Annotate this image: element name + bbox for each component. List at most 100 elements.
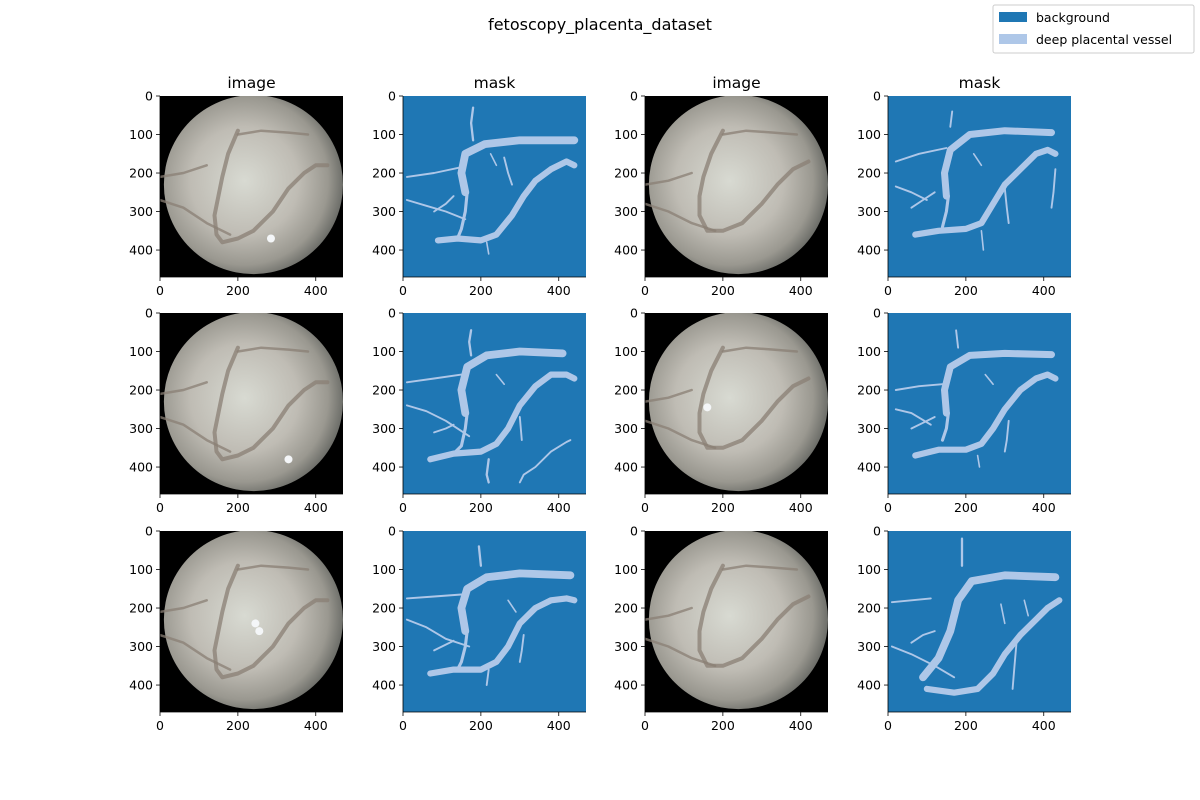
mask-vessel xyxy=(912,146,1059,238)
y-tick-label: 100 xyxy=(614,344,638,359)
image-vessel xyxy=(645,202,717,233)
mask-vessel xyxy=(503,156,513,186)
y-tick-label: 400 xyxy=(857,678,881,693)
image-vessel xyxy=(645,388,693,403)
y-tick-label: 200 xyxy=(614,601,638,616)
y-tick-label: 200 xyxy=(129,383,153,398)
mask-vessel xyxy=(890,597,932,604)
y-tick-label: 300 xyxy=(372,204,396,219)
mask-vessel xyxy=(507,599,517,613)
fetoscopy-image-disk xyxy=(163,531,343,710)
x-tick-label: 400 xyxy=(789,718,813,733)
subplot-image-r2c2: 0 100 200 300 400 0 200 400 xyxy=(614,524,828,733)
x-tick-label: 0 xyxy=(884,283,892,298)
fetoscopy-image-disk xyxy=(648,96,828,275)
image-vessel xyxy=(160,599,208,614)
subplot-image-r1c2: 0 100 200 300 400 0 200 400 xyxy=(614,306,828,515)
subplot-title: image xyxy=(227,74,275,92)
y-tick-label: 100 xyxy=(129,562,153,577)
image-vessel xyxy=(236,346,310,353)
image-vessel xyxy=(212,345,330,462)
fetoscopy-image-disk xyxy=(648,531,828,710)
y-tick-label: 0 xyxy=(388,306,396,321)
mask-vessel xyxy=(984,373,994,385)
image-vessel xyxy=(645,637,717,668)
y-tick-label: 200 xyxy=(129,601,153,616)
y-tick-label: 0 xyxy=(145,306,153,321)
mask-vessel xyxy=(457,136,579,197)
x-tick-label: 400 xyxy=(304,500,328,515)
y-tick-label: 0 xyxy=(145,524,153,539)
legend: background deep placental vessel xyxy=(992,4,1195,54)
mask-vessel xyxy=(940,194,950,229)
x-tick-label: 200 xyxy=(469,718,493,733)
y-tick-label: 400 xyxy=(129,678,153,693)
image-vessel xyxy=(645,419,717,450)
mask-vessel xyxy=(890,645,956,679)
mask-vessel xyxy=(485,458,490,484)
y-tick-label: 400 xyxy=(372,678,396,693)
image-vessel xyxy=(212,563,330,680)
mask-vessel xyxy=(955,329,960,349)
subplot-mask-r1c1: 0 100 200 300 400 0 200 400 xyxy=(372,306,586,515)
y-tick-label: 200 xyxy=(614,383,638,398)
image-vessel xyxy=(160,633,232,671)
y-tick-label: 100 xyxy=(857,127,881,142)
mask-vessel xyxy=(941,349,1055,417)
x-tick-label: 400 xyxy=(789,283,813,298)
mask-vessel xyxy=(972,153,983,167)
mask-vessel xyxy=(1023,599,1029,617)
x-tick-label: 400 xyxy=(1032,718,1056,733)
mask-vessel xyxy=(910,191,936,209)
mask-vessel xyxy=(457,347,567,417)
x-tick-label: 200 xyxy=(226,283,250,298)
y-tick-label: 100 xyxy=(372,344,396,359)
x-tick-label: 200 xyxy=(711,283,735,298)
y-tick-label: 300 xyxy=(857,421,881,436)
x-tick-label: 200 xyxy=(469,500,493,515)
mask-vessel xyxy=(468,329,473,357)
x-tick-label: 0 xyxy=(884,718,892,733)
mask-vessel xyxy=(949,110,954,128)
figure-title: fetoscopy_placenta_dataset xyxy=(488,15,712,35)
y-tick-label: 400 xyxy=(614,243,638,258)
subplot-title: mask xyxy=(959,74,1001,92)
mask-vessel xyxy=(433,639,455,652)
mask-vessel xyxy=(1050,168,1057,209)
mask-background xyxy=(888,531,1071,712)
x-tick-label: 200 xyxy=(469,283,493,298)
x-tick-label: 0 xyxy=(156,718,164,733)
mask-vessel xyxy=(489,153,498,167)
image-vessel xyxy=(721,346,799,353)
image-vessel xyxy=(160,381,208,396)
x-tick-label: 0 xyxy=(641,500,649,515)
mask-vessel xyxy=(485,668,490,686)
legend-swatch-vessel xyxy=(999,34,1027,44)
y-tick-label: 0 xyxy=(873,306,881,321)
y-tick-label: 300 xyxy=(129,204,153,219)
mask-vessel xyxy=(427,371,578,463)
y-tick-label: 300 xyxy=(614,639,638,654)
fetoscopy-image-disk xyxy=(163,313,343,492)
mask-vessel xyxy=(980,230,985,251)
mask-vessel xyxy=(485,241,490,255)
image-highlight xyxy=(255,627,264,636)
image-vessel xyxy=(236,564,310,571)
mask-vessel xyxy=(405,373,463,384)
image-vessel xyxy=(721,129,799,136)
mask-vessel xyxy=(434,158,578,244)
y-tick-label: 300 xyxy=(129,421,153,436)
y-tick-label: 200 xyxy=(857,601,881,616)
x-tick-label: 400 xyxy=(547,500,571,515)
mask-background xyxy=(888,96,1071,277)
subplot-image-r0c2: 0 100 200 300 400 0 200 400 image xyxy=(614,74,828,298)
mask-vessel xyxy=(405,404,471,438)
mask-vessel xyxy=(433,423,455,434)
mask-vessel xyxy=(469,106,475,142)
y-tick-label: 200 xyxy=(372,601,396,616)
y-tick-label: 0 xyxy=(630,89,638,104)
mask-vessel xyxy=(405,618,471,648)
x-tick-label: 400 xyxy=(789,500,813,515)
x-tick-label: 400 xyxy=(547,718,571,733)
